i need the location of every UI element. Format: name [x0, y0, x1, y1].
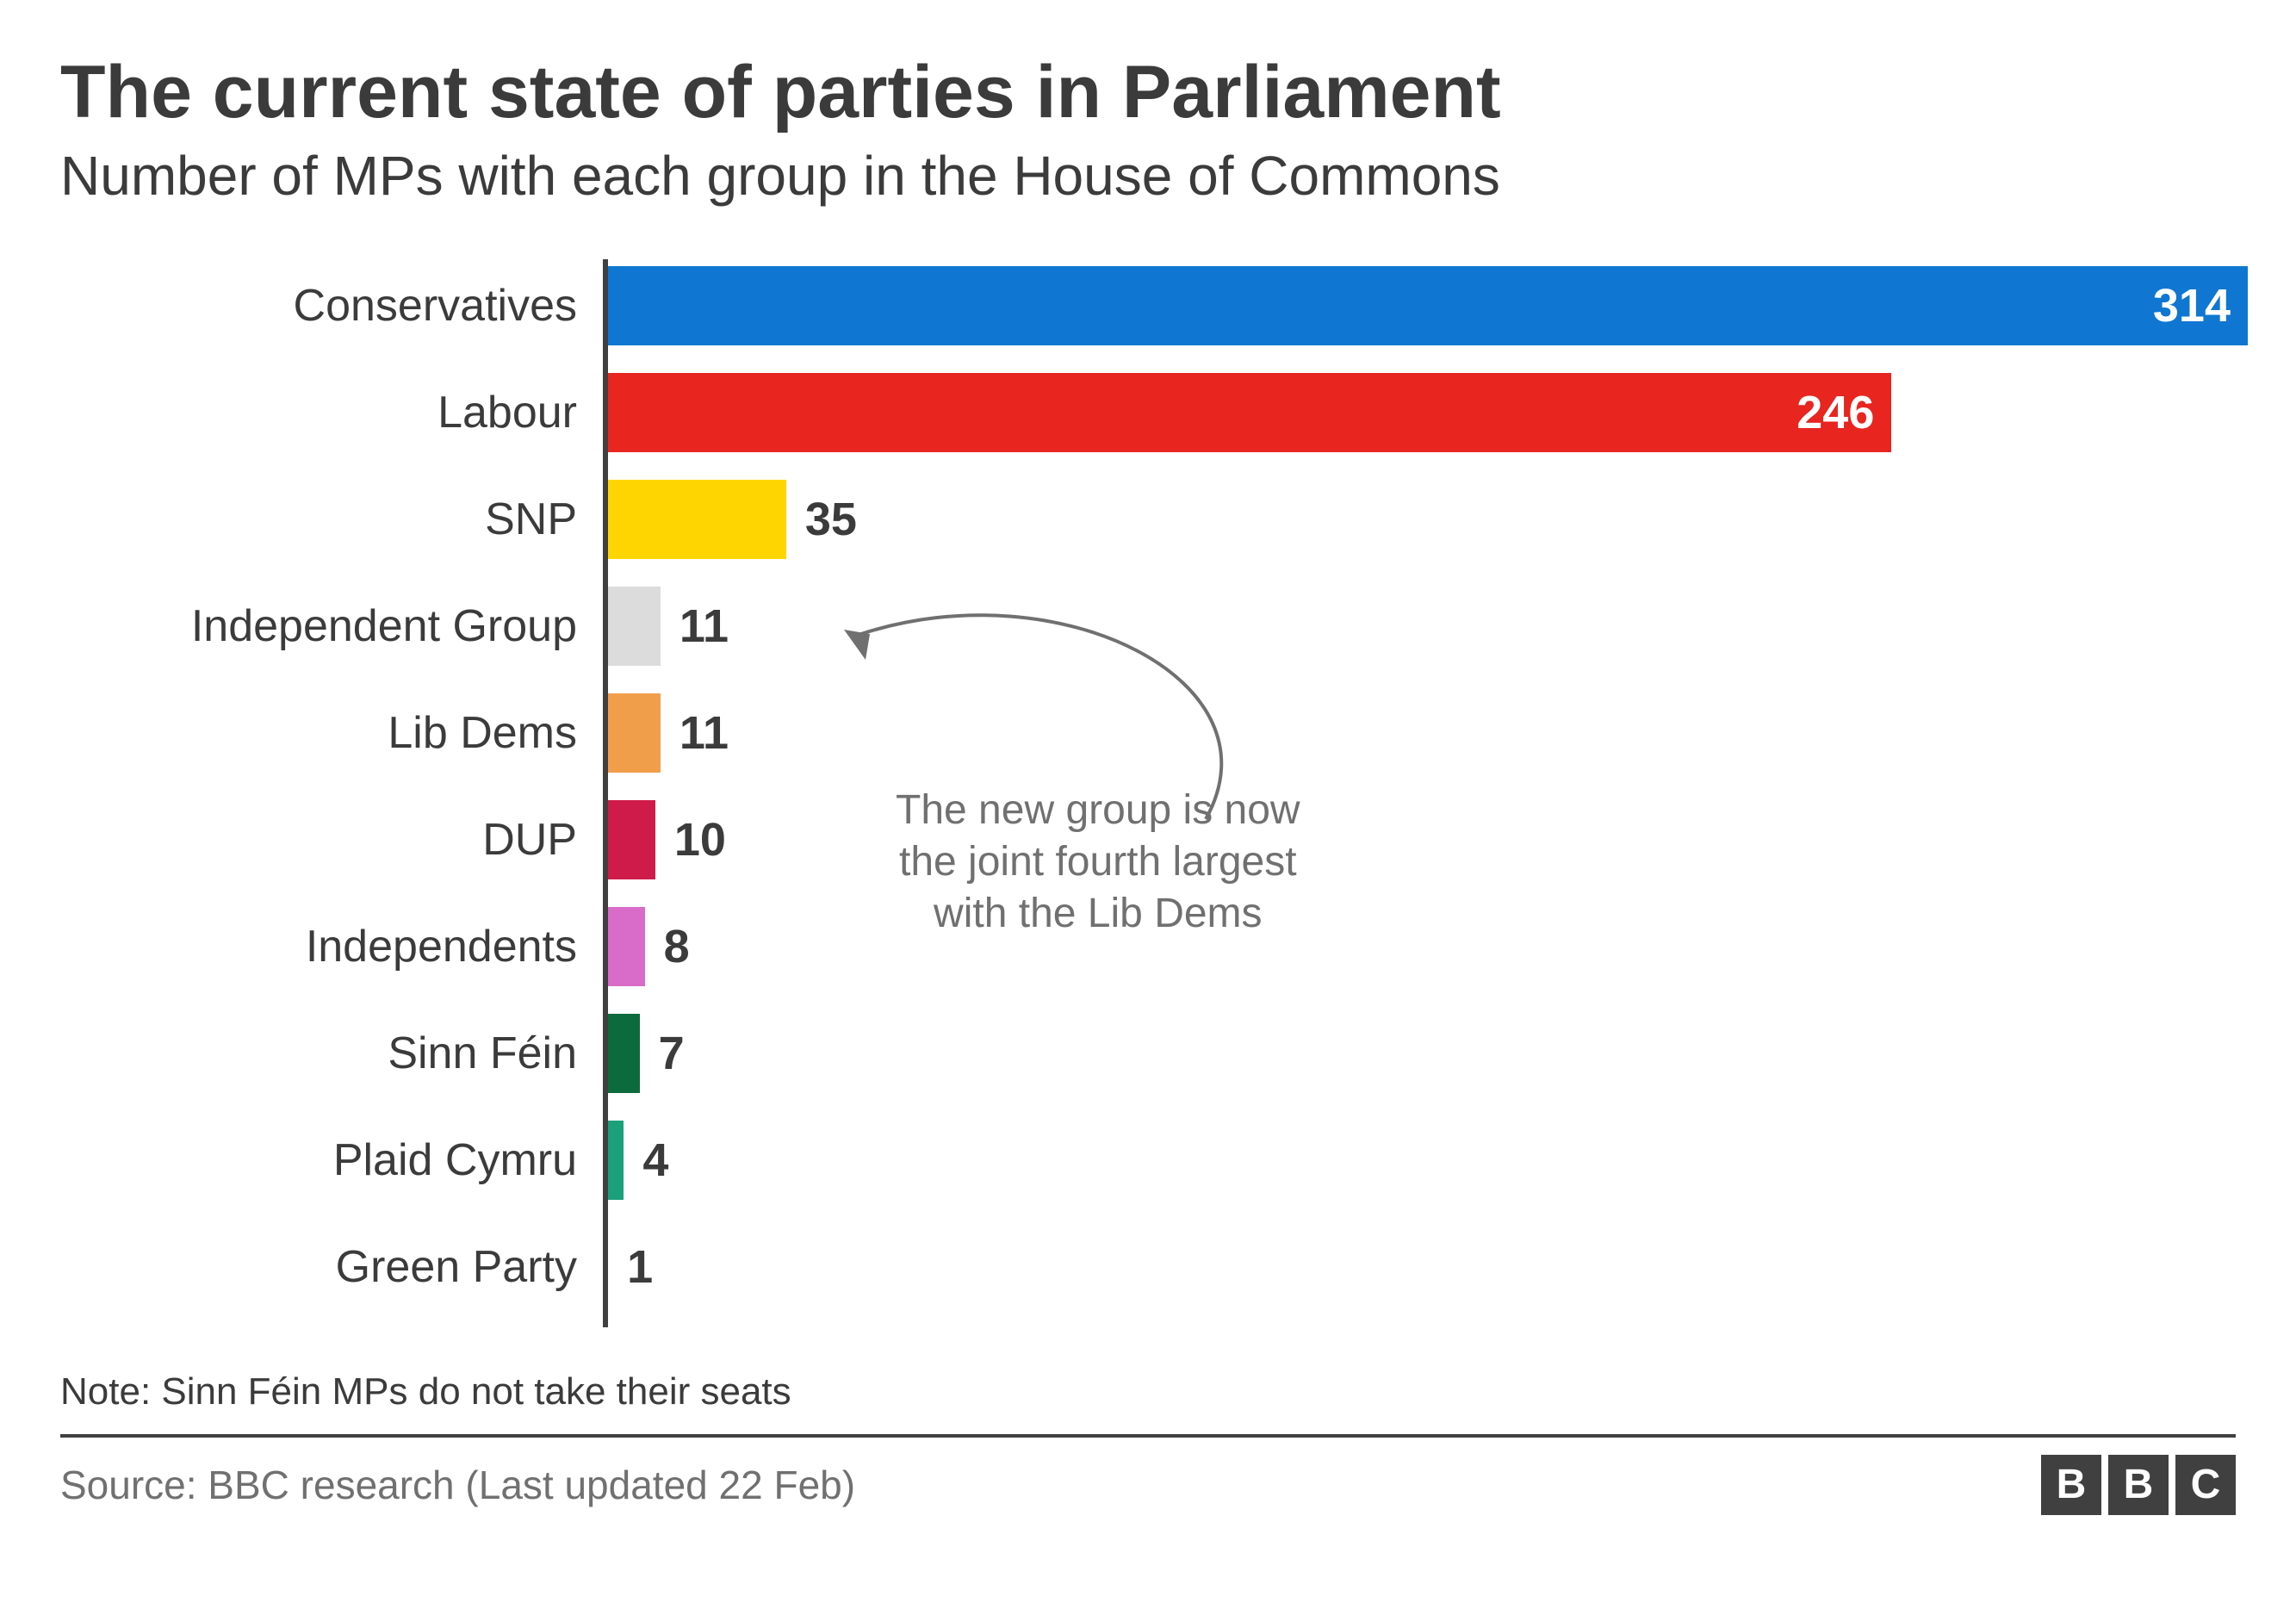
- chart-title: The current state of parties in Parliame…: [60, 52, 2236, 134]
- chart-subtitle: Number of MPs with each group in the Hou…: [60, 144, 2236, 208]
- bar-label: Sinn Féin: [60, 1028, 603, 1079]
- bar-zone: 4: [603, 1114, 2236, 1207]
- bar-label: DUP: [60, 814, 603, 866]
- bar-label: Green Party: [60, 1241, 603, 1293]
- y-axis-line: [603, 259, 608, 1327]
- bar-value: 314: [2153, 279, 2231, 332]
- bar-value: 7: [659, 1027, 685, 1080]
- bar-label: SNP: [60, 494, 603, 545]
- bar-value: 35: [805, 493, 857, 546]
- bar-value: 10: [674, 813, 726, 867]
- bar-row: SNP 35: [60, 473, 2236, 566]
- arrow-head-icon: [844, 630, 870, 660]
- source-text: Source: BBC research (Last updated 22 Fe…: [60, 1462, 855, 1508]
- bar-label: Lib Dems: [60, 707, 603, 759]
- bar-label: Conservatives: [60, 280, 603, 332]
- bar: [603, 800, 655, 879]
- annotation-line: with the Lib Dems: [896, 888, 1300, 940]
- bar-value: 4: [642, 1134, 668, 1187]
- bar: 246: [603, 373, 1891, 452]
- bar-row: Sinn Féin 7: [60, 1007, 2236, 1100]
- bar: [603, 907, 645, 986]
- bar-label: Labour: [60, 387, 603, 438]
- annotation-text: The new group is nowthe joint fourth lar…: [896, 785, 1300, 940]
- logo-letter: B: [2041, 1455, 2101, 1515]
- bar-row: Plaid Cymru 4: [60, 1114, 2236, 1207]
- bbc-logo: BBC: [2041, 1455, 2236, 1515]
- logo-letter: B: [2108, 1455, 2169, 1515]
- bar-label: Independent Group: [60, 600, 603, 652]
- bar: 314: [603, 266, 2248, 345]
- source-row: Source: BBC research (Last updated 22 Fe…: [60, 1455, 2236, 1515]
- bar-value: 11: [679, 706, 729, 760]
- bar-zone: 7: [603, 1007, 2236, 1100]
- bar-label: Independents: [60, 921, 603, 972]
- bar-value: 11: [679, 599, 729, 653]
- bar: [603, 693, 661, 773]
- bar-zone: 314: [603, 259, 2248, 352]
- bar: [603, 1014, 640, 1093]
- bar-zone: 35: [603, 473, 2236, 566]
- bar-label: Plaid Cymru: [60, 1134, 603, 1186]
- bar-row: Green Party 1: [60, 1221, 2236, 1314]
- bar-zone: 246: [603, 366, 2236, 459]
- chart-area: Conservatives 314 Labour 246 SNP 35 Independen…: [60, 259, 2236, 1362]
- bar-value: 8: [664, 920, 690, 973]
- logo-letter: C: [2175, 1455, 2236, 1515]
- bar-value: 246: [1796, 386, 1874, 439]
- footnote: Note: Sinn Féin MPs do not take their se…: [60, 1370, 2236, 1434]
- bar: [603, 587, 661, 666]
- bar: [603, 480, 786, 559]
- annotation-line: the joint fourth largest: [896, 836, 1300, 888]
- annotation-line: The new group is now: [896, 785, 1300, 836]
- bar-row: Conservatives 314: [60, 259, 2236, 352]
- divider-line: [60, 1434, 2236, 1438]
- bar-zone: 1: [603, 1221, 2236, 1314]
- bar-row: Labour 246: [60, 366, 2236, 459]
- bar-value: 1: [627, 1240, 653, 1294]
